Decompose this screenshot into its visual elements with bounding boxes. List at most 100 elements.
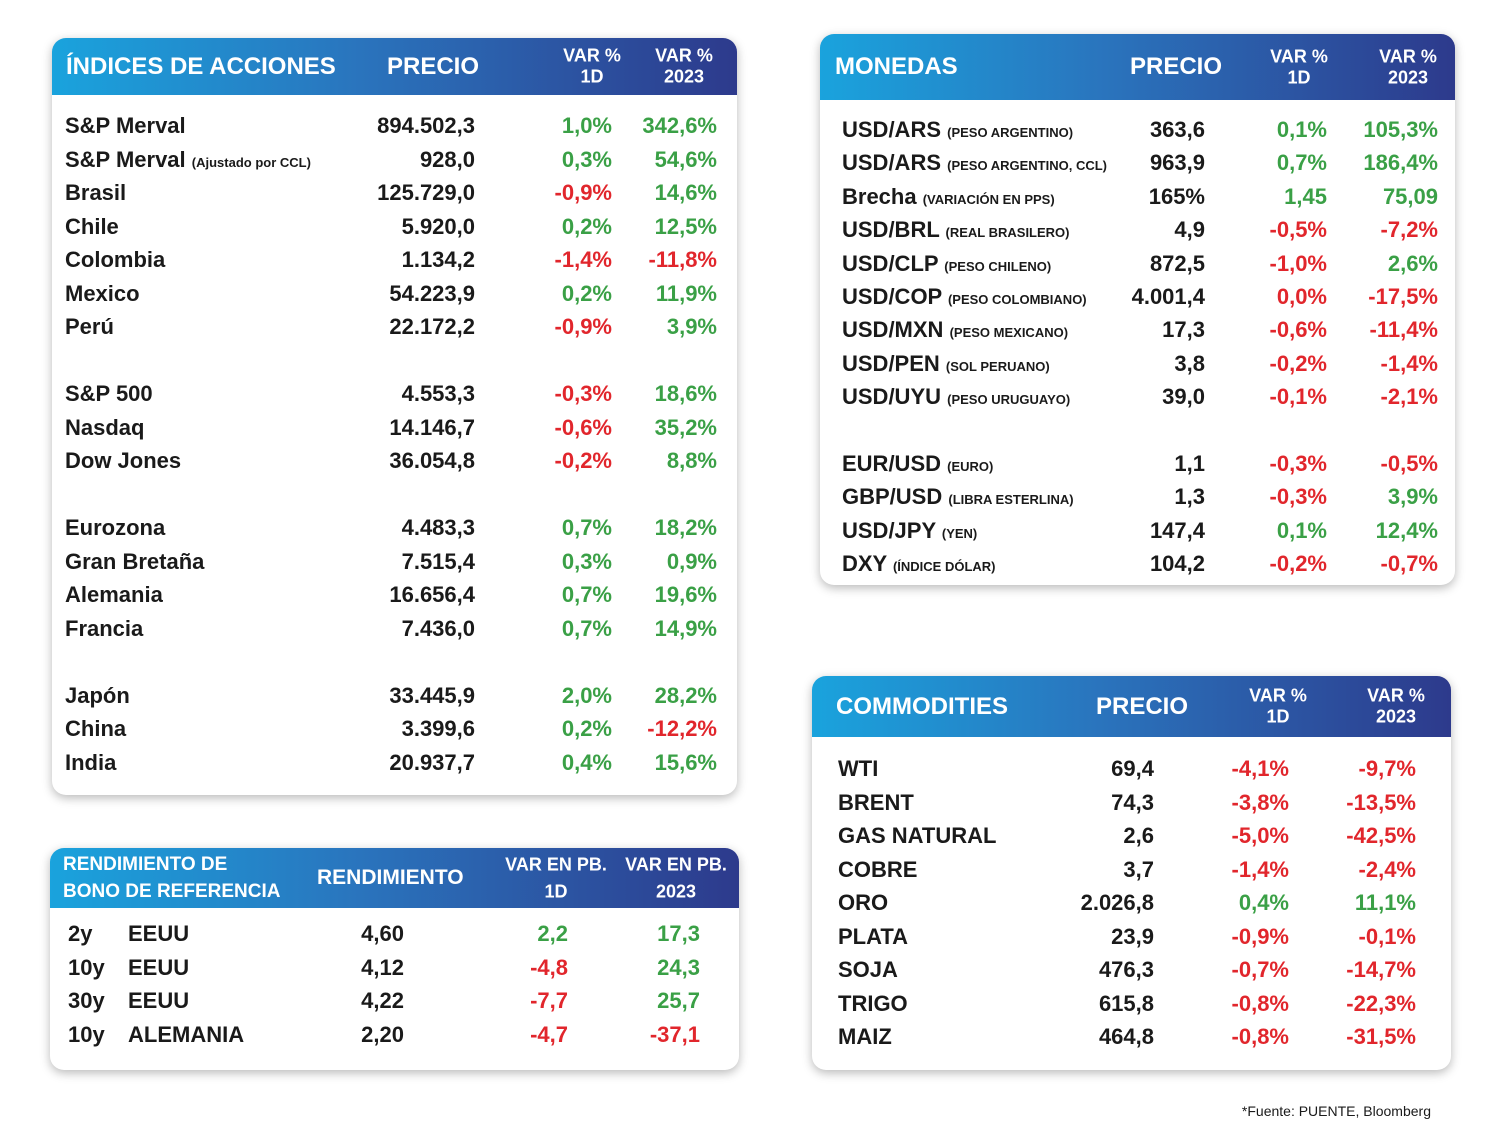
row-label: S&P Merval (Ajustado por CCL) [65, 147, 311, 173]
row-name: USD/COP [842, 284, 942, 309]
row-var-ytd: -0,1% [1358, 923, 1416, 949]
row-name: Alemania [65, 582, 163, 607]
row-var-1d: 1,45 [1284, 183, 1327, 209]
row-price: 17,3 [1162, 317, 1205, 343]
row-note: (PESO URUGUAYO) [947, 392, 1071, 408]
row-var-ytd: -42,5% [1346, 823, 1416, 848]
row-note: (EURO) [947, 459, 994, 474]
row-var-ytd: 0,9% [666, 548, 717, 574]
row-price: 7.515,4 [401, 548, 475, 574]
row-var-1d: -0,3% [1269, 451, 1327, 476]
row-var-1d: -1,0% [1269, 250, 1327, 276]
row-name: S&P 500 [65, 381, 153, 406]
row-note: (YEN) [941, 525, 978, 541]
row-label: ORO [838, 890, 888, 916]
row-var-1d: -0,3% [1269, 484, 1327, 510]
row-note: (SOL PERUANO) [945, 358, 1050, 374]
row-var-ytd: -0,5% [1380, 451, 1438, 476]
row-var-ytd: -37,1 [649, 1021, 700, 1047]
row-label: EEUU [128, 988, 189, 1014]
row-price: 3,8 [1174, 350, 1205, 376]
row-price: 476,3 [1098, 957, 1154, 982]
row-var-1d: -0,7% [1231, 957, 1289, 982]
row-var-1d: 0,4% [1238, 890, 1289, 915]
row-var-1d: -0,6% [554, 414, 612, 440]
row-label: ALEMANIA [128, 1022, 244, 1048]
row-price: 5.920,0 [401, 213, 475, 239]
row-var-1d: 0,1% [1276, 117, 1327, 142]
row-label: DXY (ÍNDICE DÓLAR) [842, 551, 996, 577]
row-label: USD/BRL (REAL BRASILERO) [842, 217, 1070, 243]
header-d1: 1D [580, 66, 604, 87]
row-name: COBRE [838, 856, 918, 882]
header-d1: VAR EN PB. [505, 854, 607, 874]
row-label: Brecha (VARIACIÓN EN PPS) [842, 184, 1055, 210]
row-name: S&P Merval [65, 113, 186, 138]
row-var-ytd: -9,7% [1358, 756, 1416, 781]
row-var-1d: -0,9% [1231, 923, 1289, 949]
row-label: Colombia [65, 247, 165, 273]
header-y: 2023 [663, 66, 705, 87]
row-label: Dow Jones [65, 448, 181, 474]
row-price: 3.399,6 [401, 716, 475, 741]
row-name: EEUU [128, 921, 190, 946]
panel-header [50, 848, 739, 908]
row-var-1d: -0,9% [554, 180, 612, 205]
row-name: Dow Jones [65, 448, 182, 473]
row-var-1d: 2,2 [537, 921, 568, 946]
row-name: USD/UYU [842, 384, 942, 410]
row-label: S&P Merval [65, 113, 186, 139]
row-name: Francia [65, 615, 144, 641]
row-price: 615,8 [1098, 990, 1154, 1016]
row-label: EEUU [128, 921, 189, 947]
row-var-1d: 0,7% [561, 515, 612, 540]
row-var-1d: 0,3% [561, 548, 612, 574]
row-var-1d: -5,0% [1231, 823, 1289, 848]
row-label: Brasil [65, 180, 126, 206]
header-title: MONEDAS [835, 53, 958, 80]
row-label: USD/ARS (PESO ARGENTINO) [842, 117, 1073, 143]
row-price: 963,9 [1149, 150, 1205, 176]
row-note: (VARIACIÓN EN PPS) [922, 191, 1055, 207]
header-price: PRECIO [1130, 53, 1223, 80]
row-price: 464,8 [1098, 1024, 1154, 1049]
row-label: MAIZ [838, 1024, 892, 1050]
row-note: (ÍNDICE DÓLAR) [892, 559, 996, 575]
row-var-1d: -0,9% [554, 314, 612, 339]
row-name: WTI [838, 756, 879, 781]
row-name: S&P Merval [65, 146, 186, 172]
row-label: USD/ARS (PESO ARGENTINO, CCL) [842, 150, 1107, 176]
row-var-ytd: 2,6% [1387, 250, 1438, 276]
row-var-ytd: -14,7% [1346, 957, 1416, 982]
row-tenor: 2y [68, 921, 93, 946]
row-price: 2.026,8 [1080, 890, 1154, 915]
row-name: GAS NATURAL [838, 823, 997, 848]
row-price: 16.656,4 [389, 582, 475, 607]
row-price: 104,2 [1149, 551, 1205, 577]
row-note: (PESO ARGENTINO, CCL) [947, 158, 1107, 174]
panel [820, 34, 1455, 585]
row-var-ytd: 18,6% [654, 381, 717, 406]
row-var-ytd: -2,1% [1380, 384, 1438, 410]
row-name: PLATA [838, 923, 909, 949]
row-price: 4.483,3 [401, 515, 475, 540]
row-var-ytd: 18,2% [654, 515, 717, 540]
row-var-ytd: 342,6% [642, 113, 717, 138]
row-var-1d: -7,7 [530, 988, 568, 1013]
row-name: ALEMANIA [128, 1021, 245, 1047]
row-var-ytd: -11,8% [648, 247, 718, 272]
row-var-ytd: 54,6% [654, 146, 717, 172]
row-var-1d: -4,8 [530, 954, 568, 980]
row-var-ytd: 11,9% [655, 280, 717, 306]
row-var-ytd: 35,2% [654, 414, 717, 440]
row-var-ytd: -7,2% [1380, 217, 1438, 243]
row-label: Japón [65, 683, 130, 709]
row-var-ytd: -31,5% [1346, 1024, 1416, 1049]
row-label: WTI [838, 756, 878, 782]
row-label: USD/UYU (PESO URUGUAYO) [842, 384, 1070, 410]
row-tenor: 10y [68, 1021, 105, 1047]
row-name: USD/MXN [842, 317, 944, 343]
row-price: 1,3 [1174, 484, 1205, 510]
row-name: USD/ARS [842, 150, 942, 176]
header-y: VAR EN PB. [625, 854, 727, 874]
